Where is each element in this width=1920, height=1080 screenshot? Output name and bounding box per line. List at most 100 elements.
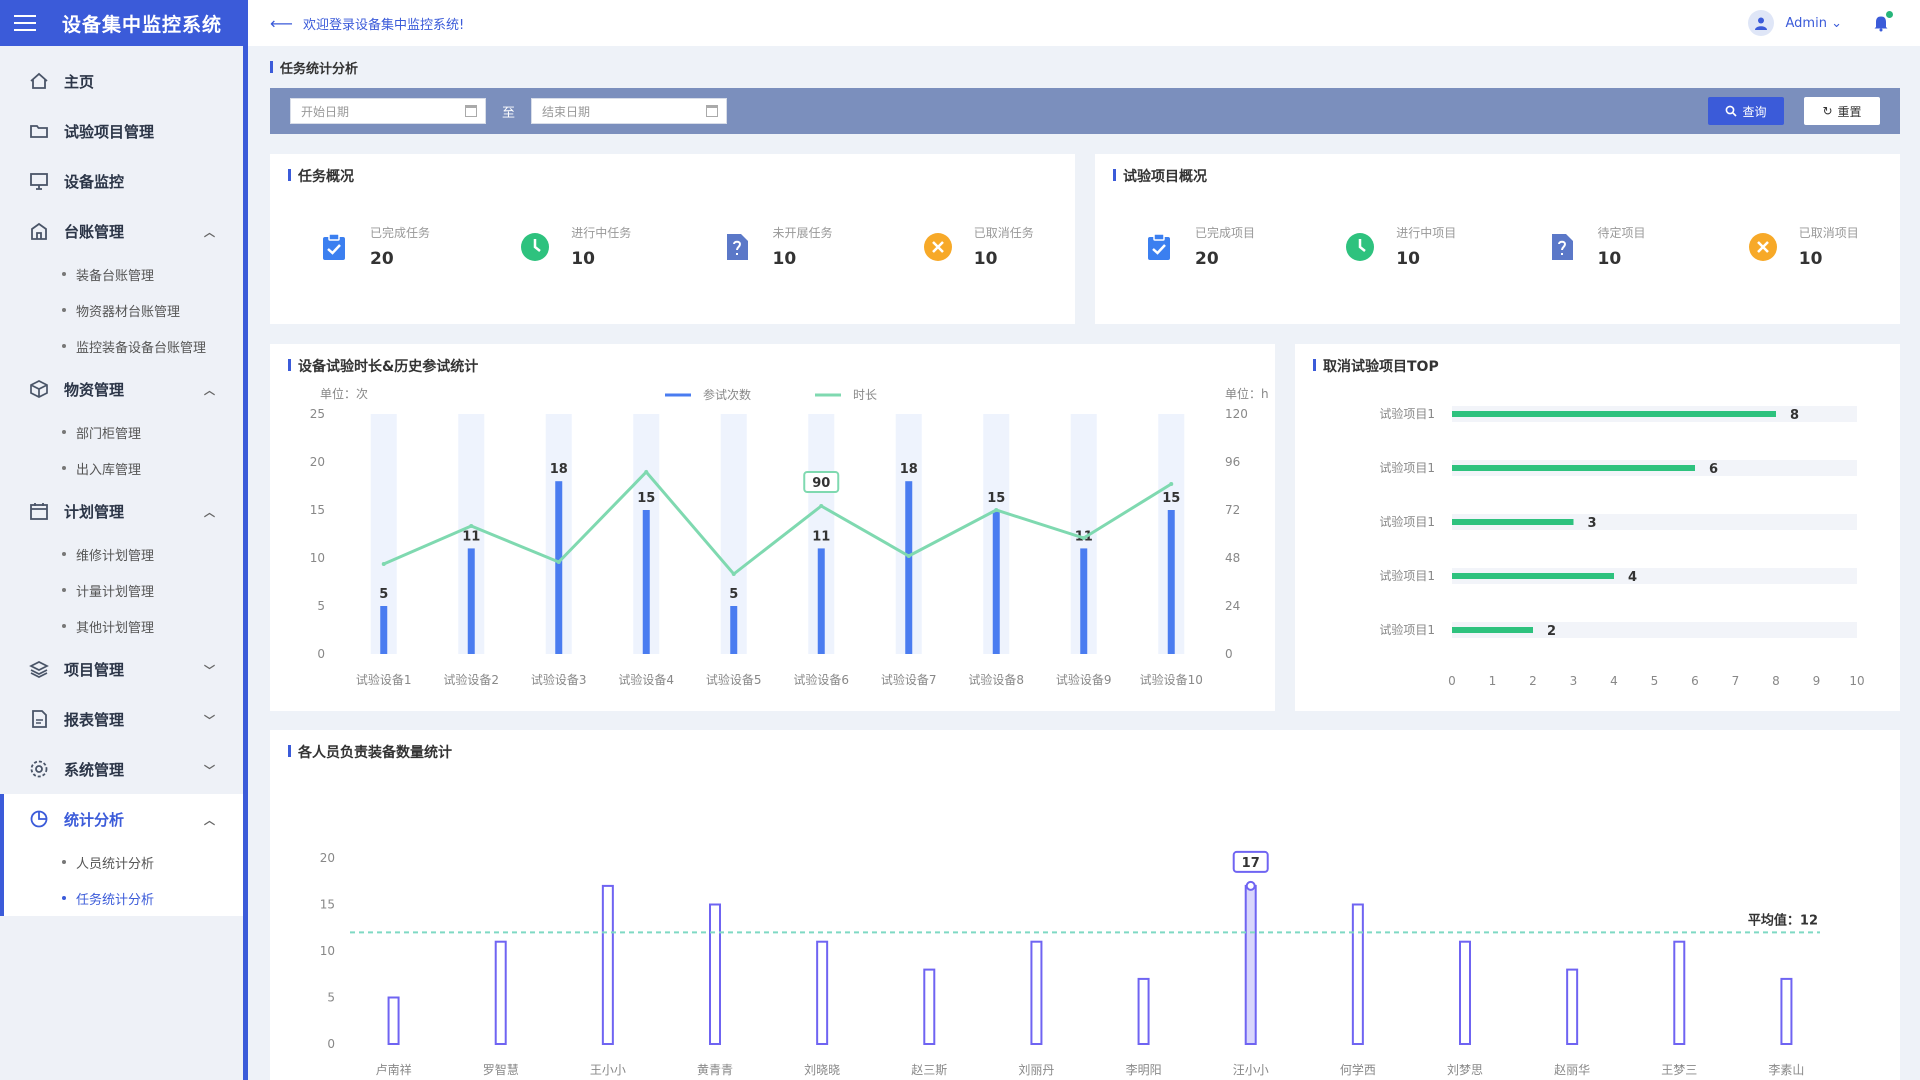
bar xyxy=(601,884,614,1045)
x-tick-label: 8 xyxy=(1772,674,1780,688)
sidebar-item-0[interactable]: 主页 xyxy=(0,56,243,106)
personnel-chart-card: 各人员负责装备数量统计 0 5 10 15 20 卢南祥 罗智慧 王小小 黄青青 刘晓晓 赵三斯 刘丽… xyxy=(270,730,1900,1080)
y-right-tick-label: 24 xyxy=(1225,599,1240,613)
calendar-icon xyxy=(28,500,50,522)
avatar[interactable] xyxy=(1747,10,1774,36)
sidebar-item-9[interactable]: 统计分析 ︿ xyxy=(0,794,243,844)
bar xyxy=(1452,573,1614,579)
line-point xyxy=(381,562,386,566)
bullet-dot xyxy=(62,466,66,470)
bar xyxy=(816,940,829,1045)
sidebar-item-8[interactable]: 系统管理 ﹀ xyxy=(0,744,243,794)
bullet-dot xyxy=(62,308,66,312)
bar-value-label: 15 xyxy=(637,491,655,506)
sidebar-subitem-label: 维修计划管理 xyxy=(76,548,155,564)
sidebar-item-1[interactable]: 试验项目管理 xyxy=(0,106,243,156)
sidebar-subitem[interactable]: 计量计划管理 xyxy=(0,572,243,608)
layers-icon xyxy=(28,658,50,680)
personnel-chart: 0 5 10 15 20 卢南祥 罗智慧 王小小 黄青青 刘晓晓 赵三斯 刘丽丹 李明阳 汪小小 何学西 刘梦… xyxy=(320,850,1820,1077)
x-tick-label: 4 xyxy=(1610,674,1618,688)
bar xyxy=(1780,977,1793,1045)
x-tick-label: 试验设备10 xyxy=(1140,672,1203,687)
hamburger-menu-icon[interactable] xyxy=(14,15,36,31)
sidebar-subitem[interactable]: 监控装备设备台账管理 xyxy=(0,328,243,364)
line-point xyxy=(1081,536,1086,540)
cancel-top-chart-card: 取消试验项目TOP 试验项目1 8 试验项目1 6 试验项目1 3 试验项目1 4 试验项目1 2… xyxy=(1295,344,1900,711)
x-tick-label: 刘丽丹 xyxy=(1018,1063,1054,1077)
stat-label: 已完成项目 xyxy=(1195,226,1256,240)
bullet-dot xyxy=(62,552,66,556)
end-date-input[interactable]: 结束日期 xyxy=(531,98,728,124)
stat-value: 20 xyxy=(370,249,394,269)
line-point xyxy=(819,504,824,508)
sidebar-item-2[interactable]: 设备监控 xyxy=(0,156,243,206)
sidebar-item-6[interactable]: 项目管理 ﹀ xyxy=(0,644,243,694)
bullet-dot xyxy=(62,344,66,348)
sidebar-subitem[interactable]: 部门柜管理 xyxy=(0,414,243,450)
sidebar-subitem-label: 任务统计分析 xyxy=(76,892,155,908)
average-label: 平均值：12 xyxy=(1748,912,1818,928)
sidebar-subitem[interactable]: 出入库管理 xyxy=(0,450,243,486)
bar xyxy=(467,548,475,654)
left-unit-label: 单位：次 xyxy=(320,386,368,401)
chevron-down-icon: ﹀ xyxy=(204,664,215,677)
cancel-top-chart-title: 取消试验项目TOP xyxy=(1313,356,1439,376)
bar-value-label: 11 xyxy=(462,529,480,544)
device-test-chart-title: 设备试验时长&历史参试统计 xyxy=(288,356,478,376)
bar-value-label: 11 xyxy=(812,529,830,544)
sidebar-item-label: 项目管理 xyxy=(64,660,125,679)
bar xyxy=(923,968,936,1046)
sidebar-subitem[interactable]: 物资器材台账管理 xyxy=(0,292,243,328)
bar xyxy=(1167,510,1175,654)
stat-label: 已取消任务 xyxy=(973,226,1034,240)
sidebar-item-label: 主页 xyxy=(64,72,95,91)
sidebar-item-3[interactable]: 台账管理 ︿ xyxy=(0,206,243,256)
sidebar-subitem[interactable]: 任务统计分析 xyxy=(0,880,243,916)
user-menu[interactable]: Admin ⌄ xyxy=(1786,16,1842,31)
sidebar-item-label: 报表管理 xyxy=(64,710,125,729)
x-tick-label: 罗智慧 xyxy=(483,1062,519,1077)
x-tick-label: 0 xyxy=(1448,674,1456,688)
y-tick-label: 试验项目1 xyxy=(1379,514,1435,529)
stat-label: 进行中项目 xyxy=(1396,226,1457,240)
stat-label: 未开展任务 xyxy=(772,226,833,240)
back-arrow-icon[interactable]: ⟵ xyxy=(270,13,293,33)
sidebar-item-4[interactable]: 物资管理 ︿ xyxy=(0,364,243,414)
bar-value-label: 6 xyxy=(1709,462,1718,477)
y-left-tick-label: 5 xyxy=(317,599,325,613)
sidebar-subitem[interactable]: 其他计划管理 xyxy=(0,608,243,644)
y-left-tick-label: 15 xyxy=(310,503,325,517)
sidebar-subitem-label: 物资器材台账管理 xyxy=(76,304,181,320)
sidebar-item-5[interactable]: 计划管理 ︿ xyxy=(0,486,243,536)
clock-icon xyxy=(521,232,550,261)
y-right-tick-label: 48 xyxy=(1225,551,1240,565)
project-overview-title: 试验项目概况 xyxy=(1113,166,1207,186)
sidebar-subitem[interactable]: 人员统计分析 xyxy=(0,844,243,880)
x-tick-label: 试验设备2 xyxy=(443,672,499,687)
reset-button[interactable]: ↻ 重置 xyxy=(1804,97,1880,125)
cancel-icon xyxy=(1748,232,1777,261)
settings-icon xyxy=(28,758,50,780)
sidebar-subitem-label: 人员统计分析 xyxy=(76,856,155,872)
chevron-up-icon: ︿ xyxy=(204,506,215,519)
bullet-dot xyxy=(62,272,66,276)
y-tick-label: 10 xyxy=(320,944,335,958)
sidebar-item-7[interactable]: 报表管理 ﹀ xyxy=(0,694,243,744)
sidebar-item-label: 计划管理 xyxy=(64,502,125,521)
notification-bell-icon[interactable] xyxy=(1872,11,1893,32)
y-left-tick-label: 25 xyxy=(310,407,325,421)
x-tick-label: 赵丽华 xyxy=(1554,1063,1590,1077)
sidebar-subitem[interactable]: 维修计划管理 xyxy=(0,536,243,572)
sidebar-submenu: 人员统计分析 任务统计分析 xyxy=(0,844,243,916)
stat-value: 20 xyxy=(1195,249,1219,269)
x-tick-label: 卢南祥 xyxy=(376,1062,412,1077)
highlight-tooltip-label: 90 xyxy=(812,476,830,491)
y-tick-label: 20 xyxy=(320,851,335,865)
y-tick-label: 15 xyxy=(320,898,335,912)
bullet-dot xyxy=(62,860,66,864)
query-button[interactable]: 查询 xyxy=(1708,97,1784,125)
sidebar-subitem[interactable]: 装备台账管理 xyxy=(0,256,243,292)
start-date-input[interactable]: 开始日期 xyxy=(290,98,486,124)
report-icon xyxy=(28,708,50,730)
stat-item: 已取消任务 10 xyxy=(874,224,1075,269)
